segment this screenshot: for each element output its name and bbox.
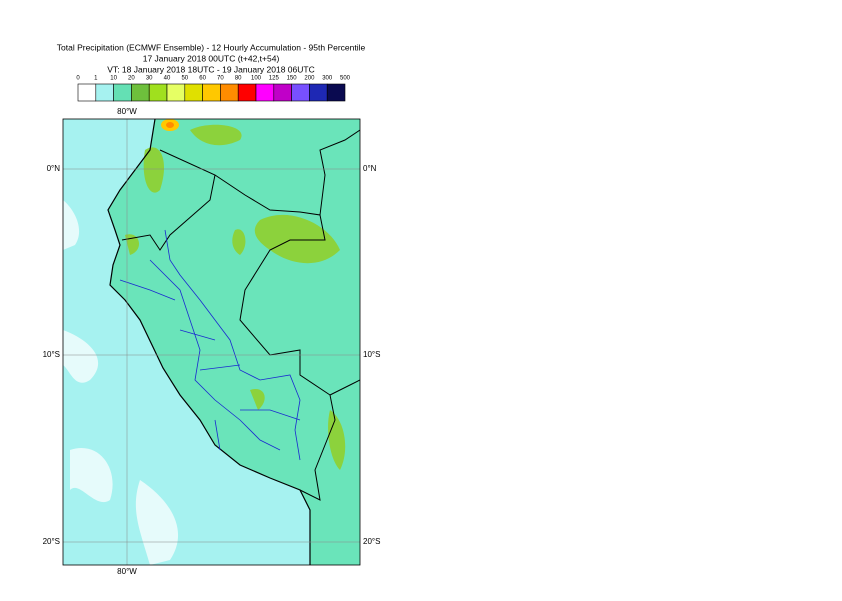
title-line: 17 January 2018 00UTC (t+42,t+54) xyxy=(143,53,280,63)
dry-patch xyxy=(63,200,179,565)
legend-label: 0 xyxy=(76,76,80,82)
legend-swatch xyxy=(77,83,97,102)
legend-swatch xyxy=(131,83,150,102)
legend-label: 150 xyxy=(287,76,298,82)
legend-label: 10 xyxy=(110,76,117,82)
legend-label: 200 xyxy=(304,76,315,82)
lat-label: 10°S xyxy=(43,350,60,359)
title-block: Total Precipitation (ECMWF Ensemble) - 1… xyxy=(57,42,366,74)
title-line: VT: 18 January 2018 18UTC - 19 January 2… xyxy=(107,64,314,74)
legend-label: 125 xyxy=(269,76,280,82)
legend-label: 1 xyxy=(94,76,98,82)
legend-swatch xyxy=(202,83,221,102)
legend-label: 80 xyxy=(235,76,242,82)
legend-label: 60 xyxy=(199,76,206,82)
legend-label: 70 xyxy=(217,76,224,82)
title-line: Total Precipitation (ECMWF Ensemble) - 1… xyxy=(57,42,366,52)
lat-label: 20°S xyxy=(363,537,380,546)
color-legend: 0 1 10 20 30 40 50 60 70 80 100 125 150 200 300 500 xyxy=(76,76,351,102)
legend-label: 20 xyxy=(128,76,135,82)
legend-swatch xyxy=(113,83,132,102)
lat-label: 0°N xyxy=(47,164,61,173)
legend-label: 300 xyxy=(322,76,333,82)
country-border xyxy=(121,129,360,501)
coastline xyxy=(107,119,311,565)
lon-label: 80°W xyxy=(117,107,137,116)
rain-peak xyxy=(166,122,174,128)
graticule xyxy=(63,119,360,565)
legend-swatch xyxy=(184,83,203,102)
legend-swatch xyxy=(166,83,186,102)
lon-label: 80°W xyxy=(117,567,137,576)
legend-label: 500 xyxy=(340,76,351,82)
map-frame xyxy=(62,118,361,566)
legend-swatch xyxy=(95,83,114,102)
legend-swatch xyxy=(220,83,239,102)
legend-swatch xyxy=(273,83,292,102)
legend-swatch xyxy=(326,83,346,102)
lat-label: 0°N xyxy=(363,164,377,173)
rain-area xyxy=(125,124,346,470)
legend-swatch xyxy=(237,83,257,102)
legend-label: 100 xyxy=(251,76,262,82)
legend-label: 30 xyxy=(146,76,153,82)
legend-swatch xyxy=(291,83,310,102)
lat-label: 20°S xyxy=(43,537,60,546)
lat-label: 10°S xyxy=(363,350,380,359)
map xyxy=(63,119,360,565)
legend-swatch xyxy=(255,83,275,102)
legend-label: 40 xyxy=(164,76,171,82)
legend-swatch xyxy=(309,83,328,102)
legend-swatch xyxy=(148,83,168,102)
legend-label: 50 xyxy=(181,76,188,82)
